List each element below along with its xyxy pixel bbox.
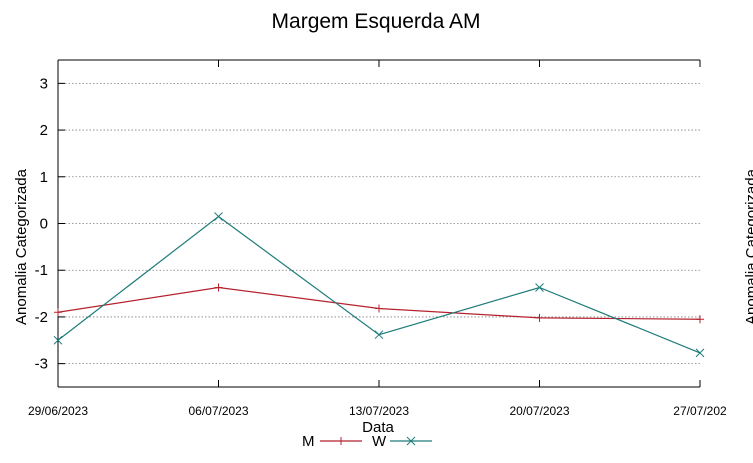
x-tick-label: 13/07/2023 [349, 404, 409, 418]
y-tick-label: 0 [40, 216, 48, 233]
series-layer [53, 212, 705, 358]
data-point-m [696, 315, 704, 324]
marker-stroke [374, 330, 384, 340]
y-tick-label: 3 [40, 75, 48, 92]
marker-stroke [53, 335, 63, 345]
marker-stroke [695, 348, 705, 358]
series-line-m [57, 286, 701, 320]
y-tick-label: 2 [40, 122, 48, 139]
data-point-w [214, 212, 223, 221]
legend-label: M [302, 433, 315, 450]
y-tick-label: 1 [40, 169, 48, 186]
series-w [53, 212, 705, 358]
series-line-w [57, 215, 701, 354]
y-axis: 3 2 1 0 -1 -2 -3 [35, 75, 65, 373]
x-tick-label: 20/07/2023 [509, 404, 569, 418]
data-point-m [535, 313, 544, 322]
marker-stroke [535, 283, 544, 292]
legend-swatch-marker [406, 436, 416, 446]
marker-stroke [406, 436, 416, 446]
y-tick-label: -2 [35, 309, 48, 326]
x-axis-title: Data [362, 419, 394, 436]
legend-label: W [372, 433, 387, 450]
data-point-w [374, 330, 384, 340]
data-point-m [54, 308, 62, 317]
plot-frame [57, 59, 700, 388]
x-tick-label: 27/07/202 [673, 404, 727, 418]
legend-swatch-marker [337, 437, 345, 445]
x-axis: 29/06/2023 06/07/2023 13/07/2023 20/07/2023… [28, 60, 727, 418]
chart-title: Margem Esquerda AM [272, 10, 481, 33]
data-point-m [375, 304, 383, 313]
y-tick-label: -1 [35, 262, 48, 279]
x-tick-label: 29/06/2023 [28, 404, 88, 418]
data-point-w [53, 335, 63, 345]
legend-item-w: W [372, 433, 432, 450]
y-tick-label: -3 [35, 356, 48, 373]
data-point-w [535, 283, 544, 292]
marker-stroke [214, 212, 223, 221]
legend-item-m: M [302, 433, 362, 450]
grid [58, 82, 700, 365]
data-point-m [214, 283, 223, 292]
x-tick-label: 06/07/2023 [188, 404, 248, 418]
right-y-axis-title: Anomalia Categorizada [743, 168, 753, 325]
series-m [54, 283, 704, 324]
y-axis-title: Anomalia Categorizada [13, 168, 30, 325]
data-point-w [695, 348, 705, 358]
